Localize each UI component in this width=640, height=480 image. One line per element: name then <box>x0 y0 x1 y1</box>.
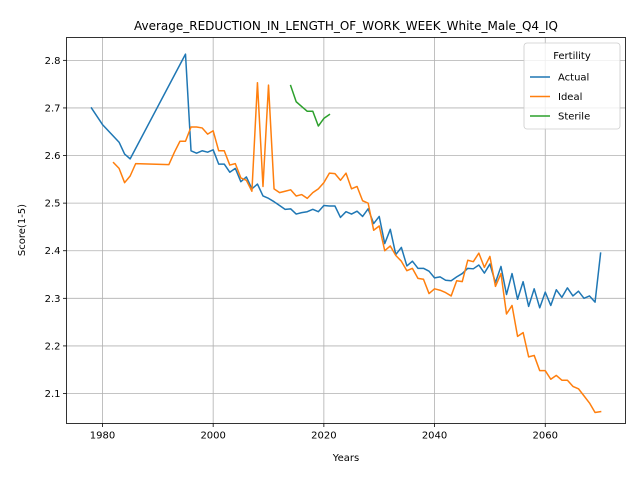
chart-title: Average_REDUCTION_IN_LENGTH_OF_WORK_WEEK… <box>134 19 558 33</box>
legend-entries: Actual Ideal Sterile <box>530 73 590 123</box>
series-line-actual <box>90 53 602 309</box>
grid-lines <box>66 37 626 424</box>
legend-label-actual: Actual <box>558 73 589 84</box>
series-line-ideal <box>112 81 602 414</box>
y-tick-label: 2.6 <box>45 151 61 162</box>
y-tick-label: 2.2 <box>45 341 61 352</box>
axis-ticks: 1980 2000 2020 2040 2060 2.1 2.2 2.3 2.4 2.5 2.6 2.… <box>45 56 558 442</box>
legend-label-ideal: Ideal <box>558 92 582 103</box>
legend-title: Fertility <box>553 51 591 62</box>
legend-label-sterile: Sterile <box>558 112 590 123</box>
legend: Fertility Actual Ideal Sterile <box>523 42 621 130</box>
x-tick-label: 1980 <box>90 431 115 442</box>
series-layer <box>90 53 602 414</box>
y-tick-label: 2.1 <box>45 389 61 400</box>
x-tick-label: 2000 <box>200 431 225 442</box>
y-tick-label: 2.3 <box>45 294 61 305</box>
y-tick-label: 2.5 <box>45 199 61 210</box>
x-axis-label: Years <box>332 453 359 464</box>
y-tick-label: 2.4 <box>45 246 61 257</box>
plot-frame <box>66 37 626 424</box>
legend-box <box>523 42 621 130</box>
x-tick-label: 2020 <box>311 431 336 442</box>
y-tick-label: 2.7 <box>45 103 61 114</box>
x-tick-label: 2040 <box>422 431 447 442</box>
y-axis-label: Score(1-5) <box>17 204 28 256</box>
x-tick-label: 2060 <box>533 431 558 442</box>
y-tick-label: 2.8 <box>45 56 61 67</box>
series-line-sterile <box>289 84 331 127</box>
